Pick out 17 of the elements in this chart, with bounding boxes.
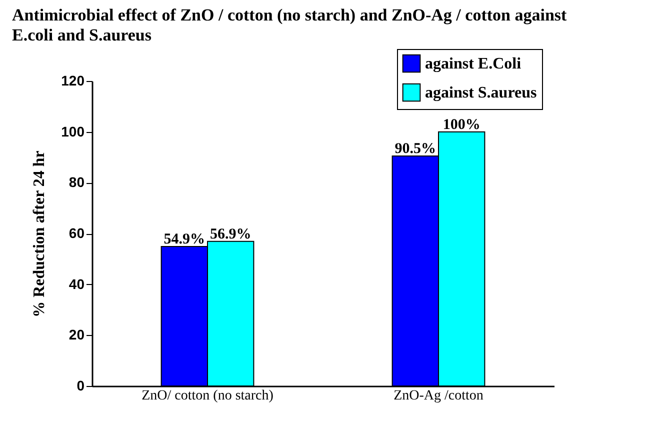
y-tick-label: 60	[68, 225, 85, 241]
y-tick-label: 20	[68, 326, 85, 343]
data-label: 100%	[442, 116, 480, 133]
y-tick-label: 120	[61, 72, 85, 88]
legend-label: against E.Coli	[425, 56, 522, 72]
y-tick-label: 40	[68, 276, 85, 292]
data-label: 54.9%	[164, 231, 206, 248]
x-tick-label: ZnO-Ag /cotton	[394, 388, 484, 404]
x-tick-label: ZnO/ cotton (no starch)	[142, 388, 274, 404]
y-axis-title: % Reduction after 24 hr	[31, 150, 48, 318]
chart-title: Antimicrobial effect of ZnO / cotton (no starch) and ZnO-Ag / cotton against E.coli and S.aureus	[12, 6, 568, 44]
y-tick-label: 80	[68, 174, 85, 190]
data-label: 56.9%	[210, 226, 252, 242]
legend-label: against S.aureus	[425, 84, 537, 102]
y-tick-label: 0	[76, 378, 85, 394]
y-tick-label: 100	[61, 123, 85, 140]
data-label: 90.5%	[394, 140, 436, 157]
